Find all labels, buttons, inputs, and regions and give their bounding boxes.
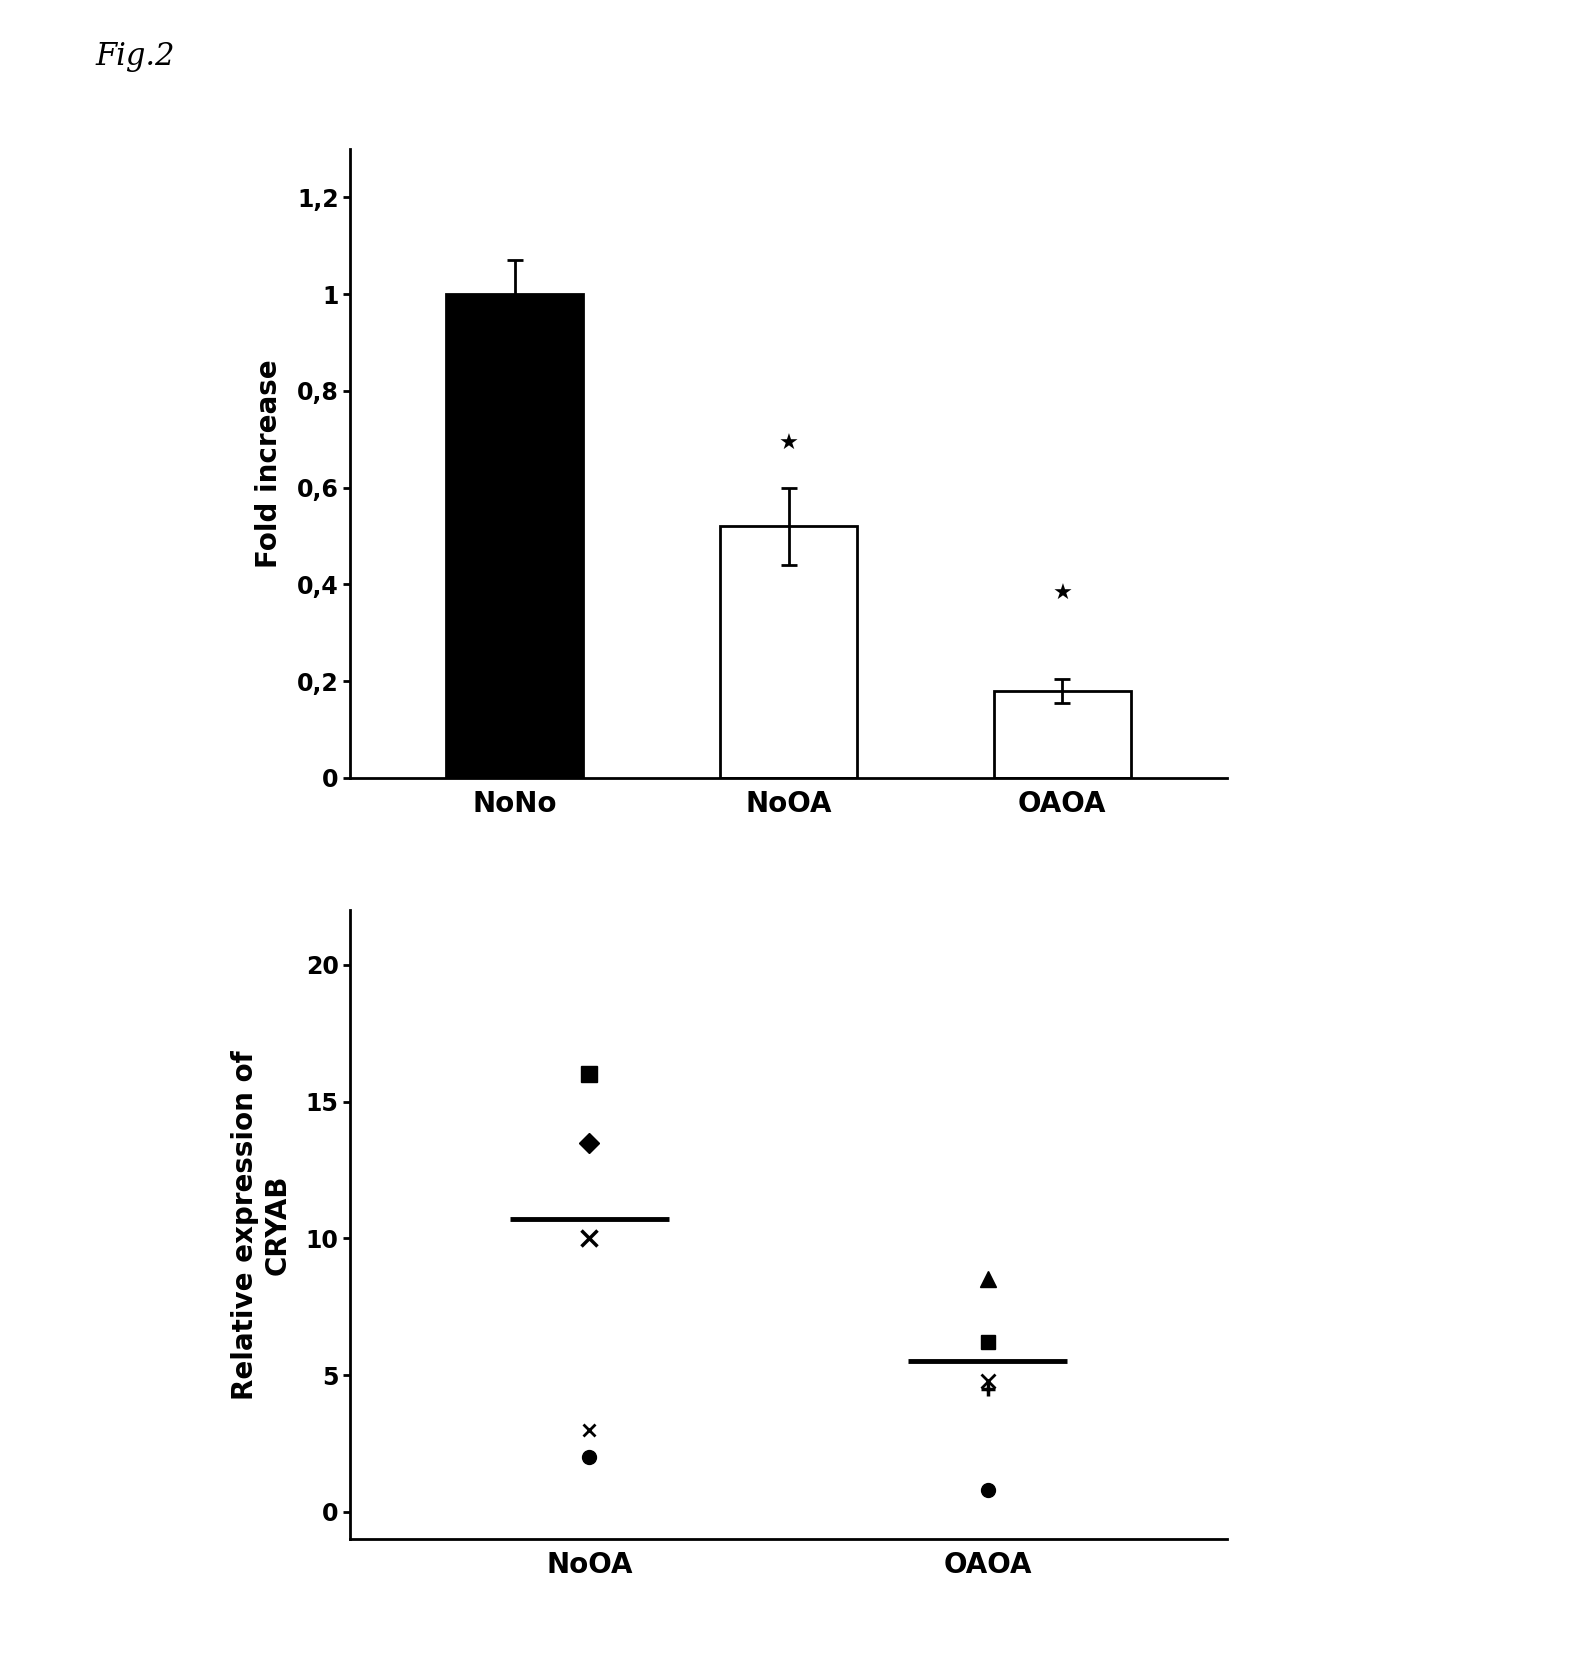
Text: ★: ★ <box>779 434 798 453</box>
Bar <box>994 690 1131 778</box>
Y-axis label: Relative expression of
CRYAB: Relative expression of CRYAB <box>231 1049 292 1400</box>
Y-axis label: Fold increase: Fold increase <box>255 359 284 568</box>
Text: Fig.2: Fig.2 <box>96 41 175 73</box>
Text: ★: ★ <box>1053 584 1072 604</box>
Bar <box>446 295 583 778</box>
Bar <box>720 526 857 778</box>
